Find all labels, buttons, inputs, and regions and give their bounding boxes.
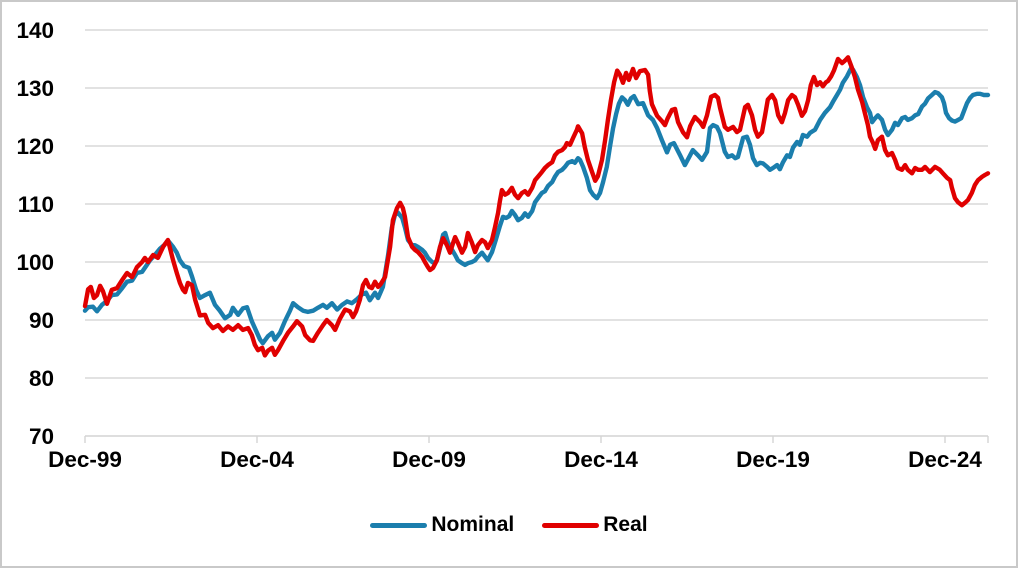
- x-tick-label-Dec-04: Dec-04: [220, 447, 294, 472]
- legend-label-real: Real: [603, 513, 648, 536]
- legend-label-nominal: Nominal: [431, 513, 515, 536]
- x-tick-label-Dec-19: Dec-19: [736, 447, 810, 472]
- y-tick-label-110: 110: [18, 192, 54, 217]
- y-tick-label-120: 120: [16, 134, 54, 159]
- y-tick-label-90: 90: [29, 308, 54, 333]
- legend-item-nominal: Nominal: [370, 513, 514, 537]
- x-tick-label-Dec-09: Dec-09: [392, 447, 466, 472]
- y-tick-label-130: 130: [16, 76, 54, 101]
- y-tick-label-70: 70: [29, 424, 54, 449]
- real-line-swatch-icon: [542, 522, 600, 528]
- legend-item-real: Real: [542, 513, 648, 537]
- x-tick-label-Dec-14: Dec-14: [564, 447, 638, 472]
- y-tick-label-100: 100: [16, 250, 54, 275]
- y-tick-label-140: 140: [16, 18, 54, 43]
- chart-legend: Nominal Real: [2, 513, 1016, 537]
- nominal-line-swatch-icon: [370, 522, 428, 528]
- x-tick-label-Dec-99: Dec-99: [48, 447, 122, 472]
- real-series-line: [82, 55, 991, 358]
- y-tick-label-80: 80: [29, 366, 54, 391]
- nominal-series-line: [82, 66, 991, 346]
- x-tick-label-Dec-24: Dec-24: [908, 447, 982, 472]
